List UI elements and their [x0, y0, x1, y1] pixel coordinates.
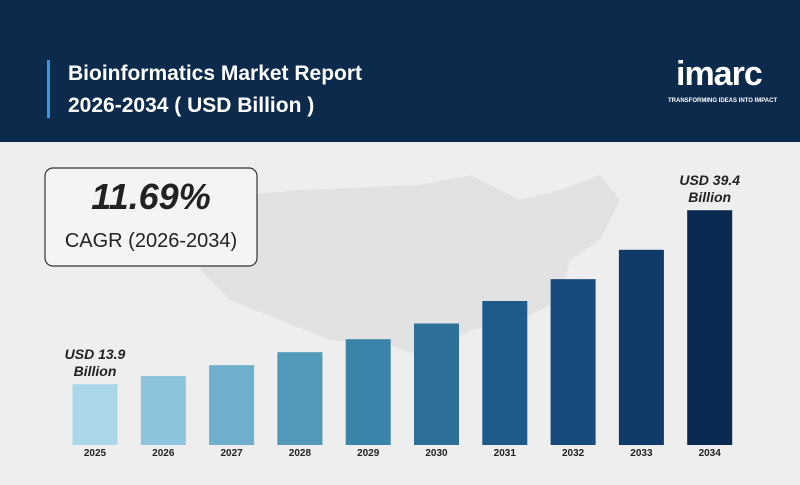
bar	[72, 384, 118, 445]
x-tick-label: 2029	[357, 448, 380, 459]
bar	[482, 300, 528, 445]
header-band	[0, 0, 800, 142]
x-tick-label: 2026	[152, 448, 175, 459]
value-label: USD 39.4 Billion	[679, 172, 741, 206]
logo: imarc	[676, 55, 763, 93]
chart-title: Bioinformatics Market Report 2026-2034 (…	[68, 62, 363, 117]
x-tick-label: 2030	[425, 448, 448, 459]
bar	[277, 352, 323, 445]
tagline: TRANSFORMING IDEAS INTO IMPACT	[668, 98, 778, 104]
cagr-value: 11.69%	[91, 176, 211, 217]
bar	[414, 323, 459, 445]
x-tick-label: 2028	[289, 448, 312, 459]
value-label: USD 13.9 Billion	[64, 346, 126, 380]
x-tick-label: 2031	[494, 448, 517, 459]
bar	[687, 210, 733, 445]
cagr-box	[44, 167, 258, 267]
title-accent	[47, 60, 50, 118]
bar	[209, 365, 255, 445]
bar	[550, 279, 596, 445]
cagr-label: CAGR (2026-2034)	[64, 230, 238, 252]
x-tick-label: 2034	[699, 448, 722, 459]
x-tick-label: 2032	[562, 448, 585, 459]
x-tick-label: 2033	[630, 448, 653, 459]
x-tick-label: 2025	[84, 448, 107, 459]
bar	[618, 249, 664, 445]
bar	[140, 376, 186, 445]
bar	[345, 339, 391, 445]
x-tick-label: 2027	[220, 448, 243, 459]
